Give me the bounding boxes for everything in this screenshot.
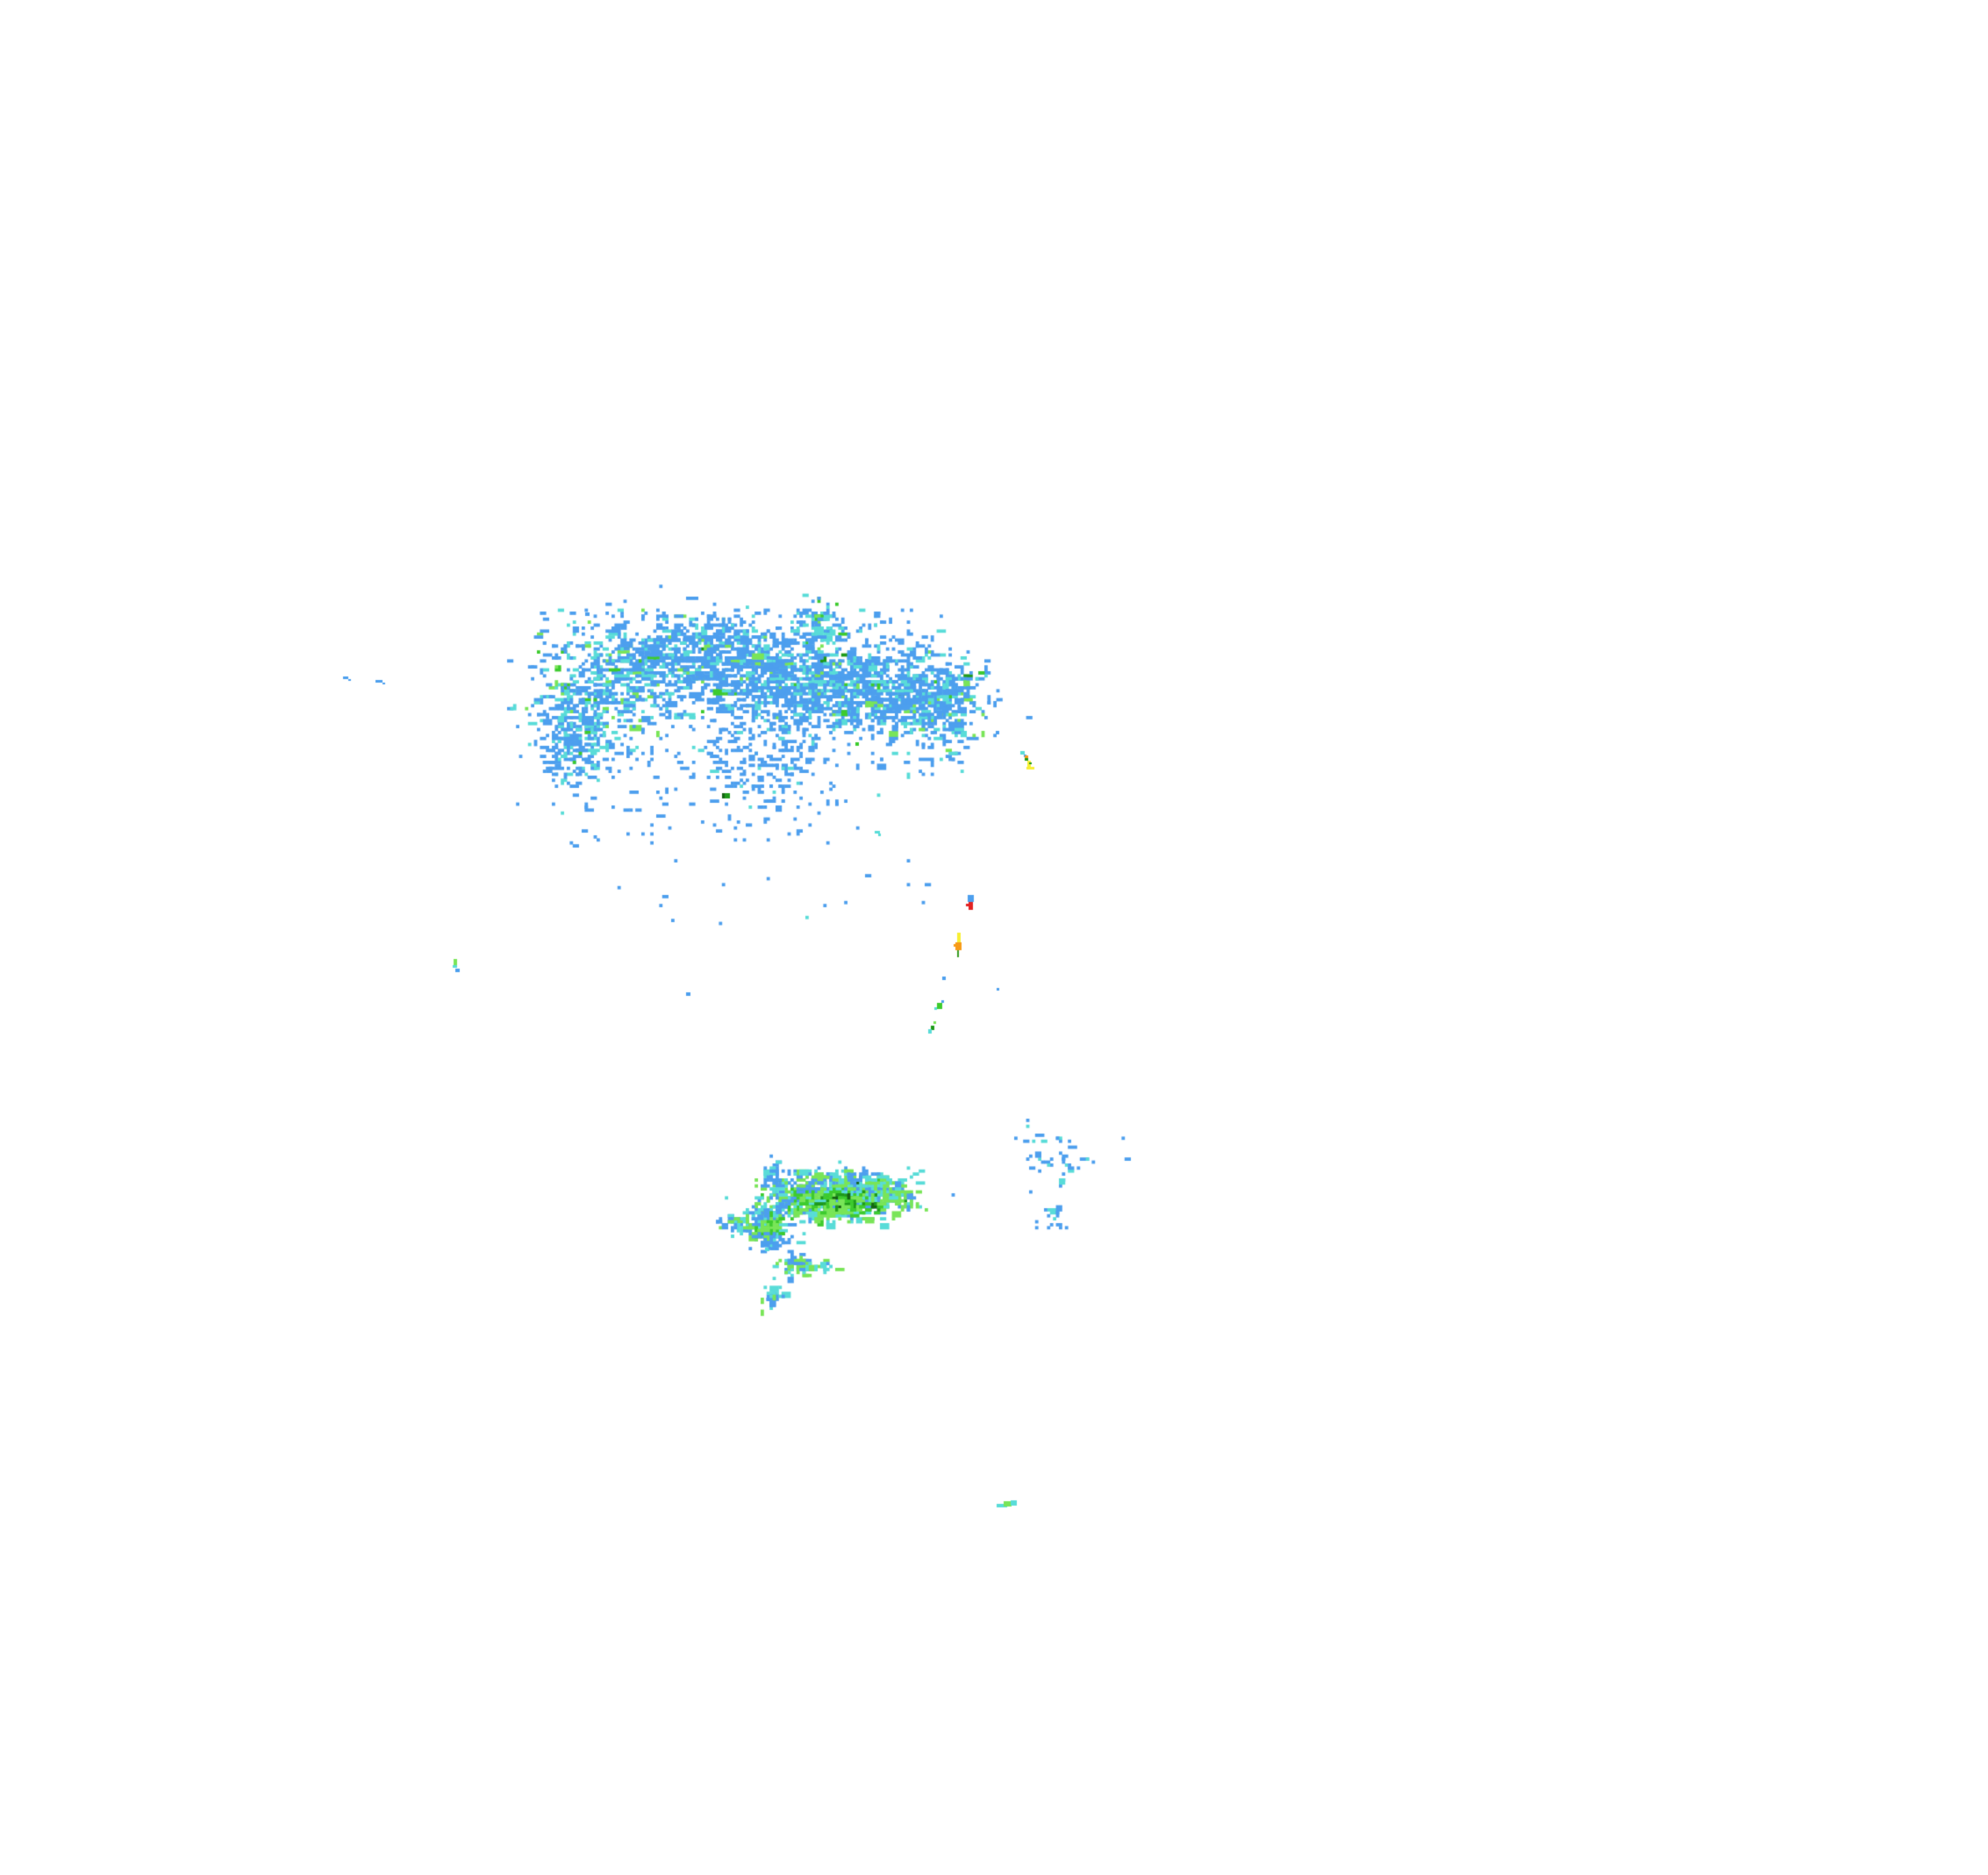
radar-map-stage [0,0,1988,1875]
precipitation-radar-layer [0,0,1988,1875]
